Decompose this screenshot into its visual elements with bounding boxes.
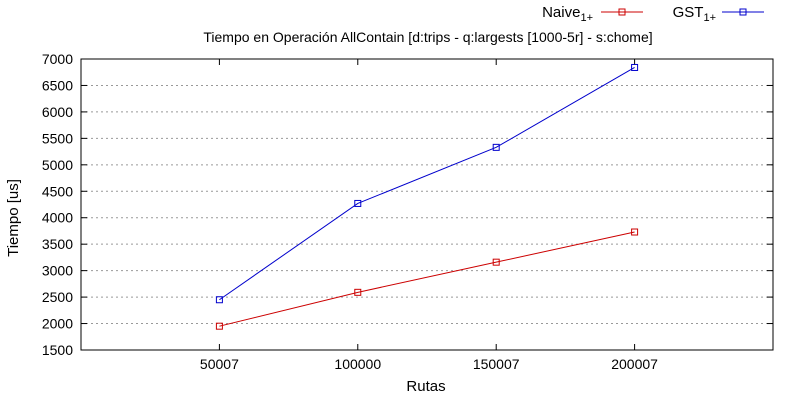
series-line-naive (219, 231, 635, 327)
data-point-gst (215, 296, 223, 304)
series-line-gst (219, 67, 635, 301)
y-tick-label: 2000 (42, 316, 73, 332)
y-tick-label: 6000 (42, 104, 73, 120)
data-point-naive (631, 228, 639, 236)
x-tick-label: 100000 (334, 356, 381, 372)
legend-marker-naive (618, 8, 626, 16)
legend: Naive1+ GST1+ (542, 4, 764, 24)
data-point-naive (215, 322, 223, 330)
legend-marker-gst (739, 8, 747, 16)
legend-series-subscript: 1+ (703, 12, 716, 24)
data-point-naive (492, 258, 500, 266)
plot-area-frame (80, 58, 774, 351)
x-axis-label: Rutas (406, 378, 445, 395)
axis-ticks: 1500 2000 2500 3000 3500 4000 4500 5000 5500 6000… (42, 51, 773, 372)
y-tick-label: 3000 (42, 263, 73, 279)
grid-lines (81, 84, 773, 325)
data-point-naive (354, 288, 362, 296)
legend-label-gst: GST1+ (673, 4, 716, 24)
legend-label-naive: Naive1+ (542, 4, 593, 24)
y-tick-label: 6500 (42, 77, 73, 93)
x-tick-label: 200007 (611, 356, 658, 372)
y-tick-label: 5000 (42, 157, 73, 173)
y-tick-label: 4500 (42, 183, 73, 199)
y-axis-label: Tiempo [us] (5, 179, 22, 257)
x-tick-label: 150007 (473, 356, 520, 372)
y-tick-label: 4000 (42, 210, 73, 226)
y-tick-label: 1500 (42, 342, 73, 358)
y-tick-label: 5500 (42, 130, 73, 146)
legend-series-name: GST (673, 4, 704, 21)
legend-series-name: Naive (542, 4, 580, 21)
y-tick-label: 7000 (42, 51, 73, 67)
chart-title: Tiempo en Operación AllContain [d:trips … (203, 29, 652, 45)
x-tick-label: 50007 (200, 356, 239, 372)
legend-series-subscript: 1+ (580, 12, 593, 24)
series-layer (215, 63, 639, 330)
y-tick-label: 2500 (42, 289, 73, 305)
data-point-gst (354, 199, 362, 207)
data-point-gst (631, 63, 639, 71)
y-tick-label: 3500 (42, 236, 73, 252)
data-point-gst (492, 143, 500, 151)
